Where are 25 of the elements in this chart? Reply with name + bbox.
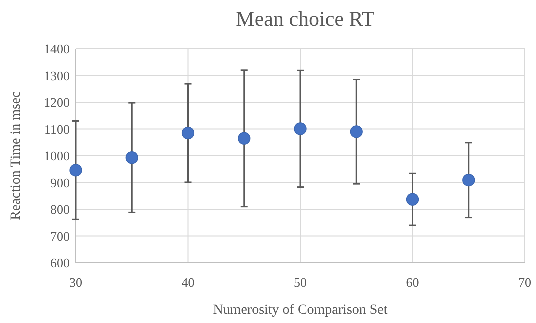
point [294, 122, 307, 136]
y-tick-label: 1200 [44, 95, 70, 110]
y-axis-title: Reaction Time in msec [9, 92, 24, 220]
y-tick-label: 600 [50, 256, 70, 271]
point [462, 174, 476, 187]
y-tick-label: 1300 [44, 68, 70, 84]
y-tick-label: 1000 [44, 148, 70, 164]
y-tick-label: 700 [50, 228, 70, 244]
x-tick-label: 60 [406, 275, 420, 290]
x-axis-title: Numerosity of Comparison Set [213, 303, 388, 318]
x-tick-label: 30 [70, 275, 82, 290]
y-tick-label: 800 [50, 202, 70, 218]
point [70, 164, 82, 177]
y-tick-label: 1400 [44, 42, 70, 57]
point [182, 126, 195, 140]
y-tick-label: 1100 [44, 122, 70, 137]
chart-title: Mean choice RT [236, 7, 376, 31]
x-tick-label: 50 [294, 275, 307, 290]
point [350, 126, 363, 138]
point [238, 132, 251, 145]
point [406, 193, 420, 206]
x-tick-label: 70 [518, 275, 532, 290]
y-tick-label: 900 [50, 175, 70, 190]
point [126, 152, 138, 164]
x-tick-label: 40 [182, 275, 195, 290]
